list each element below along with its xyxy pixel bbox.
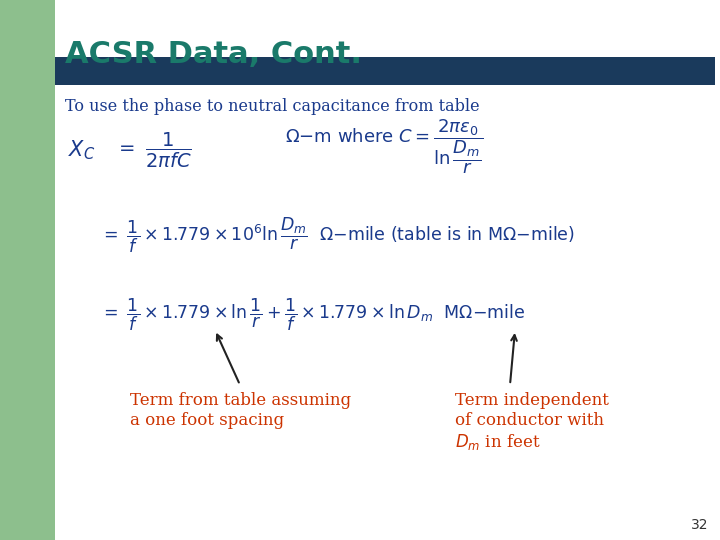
Text: $=\ \dfrac{1}{f}\times 1.779\times \ln\dfrac{1}{r}+\dfrac{1}{f}\times 1.779\time: $=\ \dfrac{1}{f}\times 1.779\times \ln\d…: [100, 297, 525, 333]
Text: $\Omega\mathrm{-m\ where\ }C = \dfrac{2\pi\varepsilon_0}{\ln\dfrac{D_m}{r}}$: $\Omega\mathrm{-m\ where\ }C = \dfrac{2\…: [285, 118, 484, 176]
Bar: [55, 57, 715, 85]
Text: To use the phase to neutral capacitance from table: To use the phase to neutral capacitance …: [65, 98, 480, 115]
Bar: [0, 0, 55, 540]
Text: $=\ \dfrac{1}{f}\times 1.779\times 10^6 \ln\dfrac{D_m}{r}\ \ \Omega\mathrm{-mile: $=\ \dfrac{1}{f}\times 1.779\times 10^6 …: [100, 215, 575, 255]
Text: $X_C$: $X_C$: [68, 138, 95, 162]
Text: Term independent
of conductor with
$D_m$ in feet: Term independent of conductor with $D_m$…: [455, 392, 609, 451]
Text: 32: 32: [690, 518, 708, 532]
Text: Term from table assuming
a one foot spacing: Term from table assuming a one foot spac…: [130, 392, 351, 429]
Text: $=\ \dfrac{1}{2\pi f C}$: $=\ \dfrac{1}{2\pi f C}$: [115, 131, 192, 170]
Text: ACSR Data, Cont.: ACSR Data, Cont.: [65, 40, 362, 69]
